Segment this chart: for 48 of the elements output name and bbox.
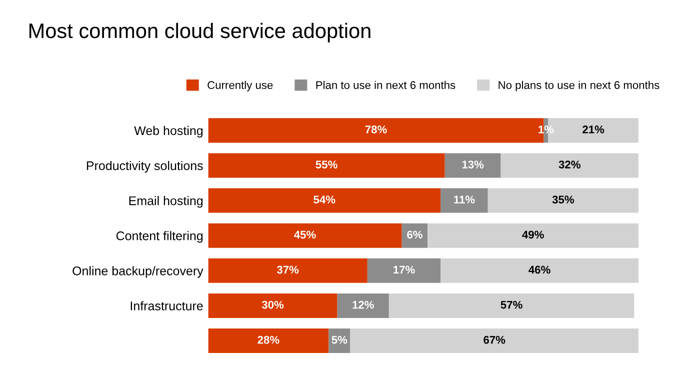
data-label: 21% [582,126,604,134]
data-label: 6% [407,230,422,239]
legend-label: No plans to use in next 6 months [498,80,660,92]
data-label: 5% [332,336,348,344]
data-label: 32% [558,160,580,168]
bar [500,153,638,178]
data-label: 35% [552,196,574,204]
legend-label: Plan to use in next 6 months [316,80,456,90]
data-label: 37% [276,266,299,274]
bar [428,223,638,248]
data-label: 46% [528,266,550,274]
bar [402,223,428,248]
bar [488,188,638,213]
bar [388,293,634,318]
data-label: 17% [394,266,415,274]
y-tick-label: Web hosting [134,126,203,138]
bar [208,328,329,354]
data-label: 28% [258,336,280,344]
data-label: 1% [538,126,554,134]
bar [208,293,338,318]
data-label: 78% [365,126,387,134]
bar [444,153,501,178]
data-label: 67% [484,336,506,344]
y-tick-label: Infrastructure [130,301,203,310]
bar [208,188,441,213]
data-label: 45% [294,230,316,239]
chart-title: Most common cloud service adoption [29,22,370,42]
data-label: 13% [462,160,484,168]
bar [350,328,638,354]
bar [440,258,638,283]
bar [337,293,389,318]
y-tick-label: Online backup/recovery [72,266,204,278]
data-label: 11% [454,196,475,204]
bar [208,153,445,178]
bar [208,223,402,248]
y-tick-label: Productivity solutions [86,160,203,173]
y-tick-label: Email hosting [129,196,203,208]
y-tick-label: Content filtering [116,231,203,243]
bar [440,188,488,213]
bar [208,258,368,283]
data-label: 30% [262,300,284,309]
legend-label: Currently use [208,80,273,92]
data-label: 54% [314,196,336,204]
data-label: 57% [500,300,522,309]
bar [367,258,441,283]
data-label: 49% [522,230,544,239]
data-label: 12% [352,300,374,309]
data-label: 55% [316,160,338,168]
